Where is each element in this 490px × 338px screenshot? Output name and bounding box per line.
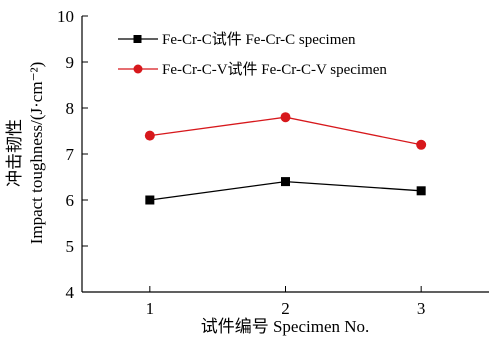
data-point (281, 177, 290, 187)
x-axis-label: 试件编号 Specimen No. (201, 317, 370, 336)
data-point (145, 195, 155, 205)
legend-label: Fe-Cr-C-V试件 Fe-Cr-C-V specimen (162, 61, 387, 78)
y-axis-ticks: 4 5 6 7 8 9 10 (57, 7, 88, 302)
series-2 (144, 112, 427, 150)
plot-frame (81, 16, 489, 293)
y-tick-label: 8 (66, 99, 75, 118)
legend-marker (133, 35, 142, 43)
y-tick-label: 6 (66, 191, 75, 210)
y-axis-label-line1: 冲击韧性 (5, 119, 24, 187)
series-layer (144, 112, 427, 205)
x-tick-label: 1 (146, 299, 155, 318)
x-tick-label: 3 (417, 299, 426, 318)
data-point (416, 139, 427, 150)
series-1 (145, 177, 426, 205)
legend-item-1: Fe-Cr-C试件 Fe-Cr-C specimen (118, 31, 356, 48)
y-tick-label: 10 (57, 7, 74, 26)
y-tick-label: 4 (66, 283, 75, 302)
legend: Fe-Cr-C试件 Fe-Cr-C specimen Fe-Cr-C-V试件 Fe… (118, 31, 387, 78)
legend-label: Fe-Cr-C试件 Fe-Cr-C specimen (162, 31, 356, 48)
data-point (416, 186, 426, 196)
y-tick-label: 7 (66, 145, 75, 164)
legend-marker (133, 64, 143, 74)
x-axis-ticks: 1 2 3 (146, 286, 426, 318)
y-axis-label-line2: Impact toughness/(J·cm⁻²) (27, 62, 46, 245)
data-point (144, 130, 155, 141)
data-point (280, 112, 291, 123)
x-tick-label: 2 (281, 299, 290, 318)
legend-item-2: Fe-Cr-C-V试件 Fe-Cr-C-V specimen (118, 61, 387, 78)
y-tick-label: 5 (66, 237, 75, 256)
y-tick-label: 9 (66, 53, 75, 72)
